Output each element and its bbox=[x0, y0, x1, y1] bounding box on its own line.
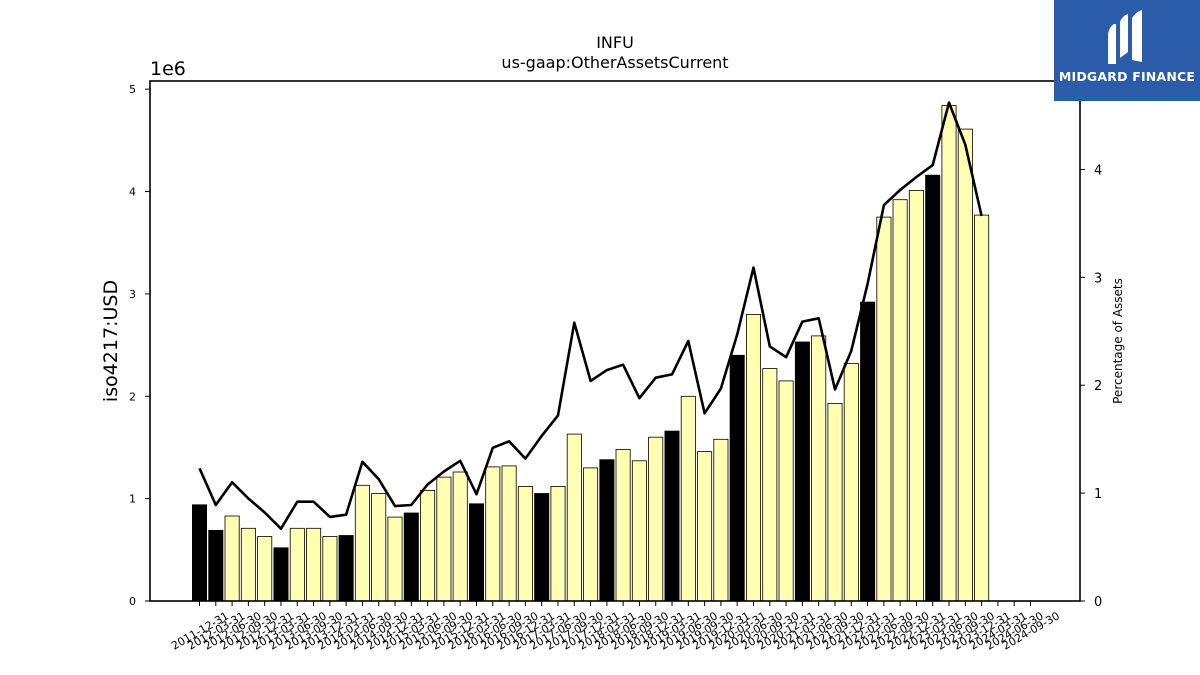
bar bbox=[892, 199, 908, 602]
y2-axis-label: Percentage of Assets bbox=[1111, 278, 1125, 404]
bar bbox=[240, 527, 256, 602]
bar bbox=[566, 433, 582, 602]
bar bbox=[746, 313, 762, 602]
bar bbox=[208, 530, 224, 602]
bar bbox=[648, 436, 664, 602]
y2-ticks: 0 1 2 3 4 bbox=[1080, 163, 1102, 610]
bar bbox=[485, 466, 501, 602]
bars bbox=[191, 105, 990, 602]
bar bbox=[403, 512, 419, 602]
bar bbox=[974, 214, 990, 602]
bar bbox=[794, 341, 810, 602]
plot-frame bbox=[149, 80, 1081, 602]
bar bbox=[713, 438, 729, 602]
bar bbox=[501, 465, 517, 602]
bar bbox=[860, 301, 876, 602]
percentage-line-path bbox=[198, 101, 983, 531]
y2-tick-label: 1 bbox=[1094, 487, 1102, 502]
y-tick-label: 3 bbox=[129, 288, 136, 301]
bar bbox=[191, 504, 207, 602]
bar bbox=[876, 216, 892, 602]
bar bbox=[583, 467, 599, 602]
bar bbox=[762, 368, 778, 602]
bar bbox=[811, 335, 827, 602]
y2-tick-label: 3 bbox=[1094, 271, 1102, 286]
bar bbox=[436, 476, 452, 602]
bar bbox=[338, 535, 354, 602]
bar bbox=[468, 503, 484, 602]
chart-subtitle: us-gaap:OtherAssetsCurrent bbox=[501, 53, 728, 72]
bar bbox=[925, 174, 941, 602]
x-ticks: 2011-12-312012-03-312012-06-302012-09-30… bbox=[169, 601, 1062, 653]
bar bbox=[420, 489, 436, 602]
bar bbox=[273, 547, 289, 602]
bar bbox=[908, 190, 924, 602]
bar bbox=[517, 485, 533, 602]
bar bbox=[631, 460, 647, 602]
y-ticks: 0 1 2 3 4 5 bbox=[129, 83, 150, 608]
y-tick-label: 2 bbox=[129, 390, 136, 403]
percentage-line bbox=[198, 101, 983, 531]
bar bbox=[306, 527, 322, 602]
y-tick-label: 5 bbox=[129, 83, 136, 96]
y2-tick-label: 0 bbox=[1094, 595, 1102, 610]
bar bbox=[354, 484, 370, 602]
bar bbox=[697, 451, 713, 602]
bar bbox=[827, 402, 843, 602]
y-tick-label: 4 bbox=[129, 186, 136, 199]
chart-title: INFU bbox=[596, 33, 634, 52]
midgard-finance-logo: MIDGARD FINANCE bbox=[1054, 0, 1200, 101]
bar bbox=[534, 493, 550, 602]
y-axis-label: iso4217:USD bbox=[100, 280, 122, 402]
logo-text: MIDGARD FINANCE bbox=[1058, 69, 1196, 84]
bar bbox=[322, 536, 338, 602]
y2-tick-label: 4 bbox=[1094, 163, 1102, 178]
bar bbox=[550, 485, 566, 602]
bar bbox=[599, 459, 615, 602]
bar bbox=[387, 516, 403, 602]
bar bbox=[843, 363, 859, 602]
bar bbox=[729, 354, 745, 602]
bar bbox=[664, 430, 680, 602]
y-tick-label: 1 bbox=[129, 493, 136, 506]
bar bbox=[680, 395, 696, 602]
bar bbox=[778, 380, 794, 602]
bar bbox=[615, 449, 631, 602]
bar bbox=[257, 536, 273, 602]
midgard-logo-icon bbox=[1108, 10, 1142, 64]
bar bbox=[957, 128, 973, 602]
bar bbox=[941, 105, 957, 602]
y-tick-label: 0 bbox=[129, 595, 136, 608]
bar bbox=[289, 527, 305, 602]
bar bbox=[452, 471, 468, 602]
y2-tick-label: 2 bbox=[1094, 379, 1102, 394]
bar bbox=[224, 515, 240, 602]
y-offset-label: 1e6 bbox=[150, 58, 186, 80]
bar bbox=[371, 493, 387, 602]
